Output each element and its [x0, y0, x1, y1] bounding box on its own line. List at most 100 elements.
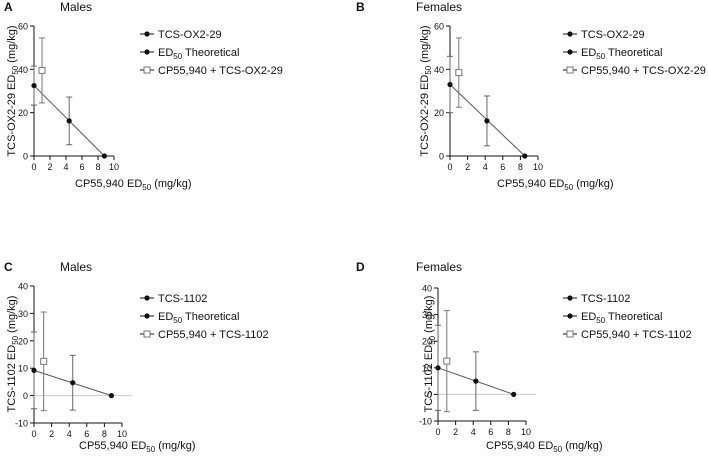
legend-entry-2: CP55,940 + TCS-OX2-29 — [581, 65, 706, 77]
label-subscript: 50 — [146, 445, 155, 454]
legend-label: ED — [581, 47, 596, 59]
label-tail: (mg/kg) — [6, 25, 18, 65]
panel-letter: C — [4, 260, 13, 274]
legend-subscript: 50 — [596, 52, 605, 61]
y-tick-label: 40 — [18, 65, 28, 75]
x-tick-label: 4 — [63, 162, 68, 172]
legend-label: TCS-OX2-29 — [581, 29, 645, 41]
legend-square-marker — [143, 66, 151, 74]
legend-subscript: 50 — [173, 52, 182, 61]
y-tick-label: 20 — [18, 336, 28, 346]
x-tick-label: 0 — [31, 162, 36, 172]
data-point-2 — [101, 153, 107, 159]
label-subscript: 50 — [142, 183, 151, 192]
label-main: TCS-1102 ED — [423, 345, 435, 413]
y-axis-label: TCS-1102 ED50 (mg/kg) — [6, 296, 20, 413]
legend-label: CP55,940 + TCS-1102 — [158, 329, 269, 341]
data-point-1 — [473, 378, 479, 384]
x-axis-label: CP55,940 ED50 (mg/kg) — [79, 440, 196, 454]
legend-label: CP55,940 + TCS-OX2-29 — [158, 65, 283, 77]
x-tick-label: 2 — [47, 162, 52, 172]
label-tail: (mg/kg) — [6, 296, 18, 336]
label-tail: (mg/kg) — [562, 440, 602, 452]
x-tick-label: 8 — [102, 429, 107, 439]
x-tick-label: 10 — [533, 162, 543, 172]
data-point-1 — [66, 118, 72, 124]
x-tick-label: 2 — [49, 429, 54, 439]
label-subscript: 50 — [564, 183, 573, 192]
y-tick-label: 40 — [434, 65, 444, 75]
legend-label: TCS-1102 — [581, 293, 630, 305]
legend-label: TCS-OX2-29 — [158, 29, 222, 41]
y-tick-label: 0 — [23, 152, 28, 162]
x-axis-label: CP55,940 ED50 (mg/kg) — [486, 440, 603, 454]
legend-tail: Theoretical — [605, 311, 662, 323]
y-axis-label: TCS-OX2-29 ED50 (mg/kg) — [6, 25, 20, 156]
x-tick-label: 6 — [500, 162, 505, 172]
y-tick-label: 30 — [422, 310, 432, 320]
y-tick-label: 40 — [18, 282, 28, 292]
y-tick-label: 60 — [434, 22, 444, 32]
label-tail: (mg/kg) — [423, 296, 435, 336]
panel-title: Males — [60, 0, 92, 14]
y-tick-label: 10 — [18, 364, 28, 374]
legend-tail: Theoretical — [605, 47, 662, 59]
legend-square-marker — [143, 330, 151, 338]
legend-entry-2: CP55,940 + TCS-OX2-29 — [158, 65, 283, 77]
x-tick-label: 6 — [79, 162, 84, 172]
x-tick-label: 0 — [435, 427, 440, 437]
x-tick-label: 8 — [518, 162, 523, 172]
combination-point — [38, 66, 46, 74]
panel-title: Females — [416, 0, 462, 14]
x-tick-label: 2 — [465, 162, 470, 172]
legend-entry-0: TCS-1102 — [581, 293, 630, 305]
x-tick-label: 10 — [521, 427, 531, 437]
legend-label: ED — [158, 311, 173, 323]
legend-entry-1: ED50 Theoretical — [158, 311, 239, 325]
legend-entry-2: CP55,940 + TCS-1102 — [158, 329, 269, 341]
legend-label: CP55,940 + TCS-OX2-29 — [581, 65, 706, 77]
legend-label: ED — [158, 47, 173, 59]
x-tick-label: 6 — [84, 429, 89, 439]
label-main: CP55,940 ED — [497, 178, 564, 190]
combination-point — [40, 357, 48, 365]
legend-subscript: 50 — [596, 316, 605, 325]
combination-point — [455, 69, 463, 77]
legend-dot-marker — [144, 31, 150, 37]
legend-tail: Theoretical — [182, 47, 239, 59]
label-main: TCS-1102 ED — [6, 345, 18, 413]
data-point-0 — [31, 82, 37, 89]
legend-dot-marker — [144, 49, 150, 55]
panel-letter: B — [356, 0, 365, 14]
legend-entry-1: ED50 Theoretical — [581, 311, 662, 325]
x-tick-label: 2 — [453, 427, 458, 437]
label-subscript: 50 — [11, 65, 20, 74]
panel-title: Males — [60, 260, 92, 274]
x-tick-label: 4 — [471, 427, 476, 437]
y-tick-label: 0 — [439, 152, 444, 162]
y-tick-label: 60 — [18, 22, 28, 32]
label-tail: (mg/kg) — [151, 178, 191, 190]
x-tick-label: 4 — [483, 162, 488, 172]
data-point-2 — [522, 153, 528, 159]
data-point-2 — [108, 393, 115, 399]
x-tick-label: 8 — [506, 427, 511, 437]
label-main: CP55,940 ED — [79, 440, 146, 452]
x-axis-label: CP55,940 ED50 (mg/kg) — [75, 178, 192, 192]
legend-dot-marker — [567, 295, 573, 301]
legend-dot-marker — [567, 313, 573, 319]
x-tick-label: 0 — [447, 162, 452, 172]
data-point-2 — [511, 391, 517, 397]
label-subscript: 50 — [553, 445, 562, 454]
label-subscript: 50 — [424, 65, 433, 74]
x-axis-label: CP55,940 ED50 (mg/kg) — [497, 178, 614, 192]
legend-subscript: 50 — [173, 316, 182, 325]
x-tick-label: 8 — [95, 162, 100, 172]
y-tick-label: 0 — [427, 390, 432, 400]
x-tick-label: 10 — [109, 162, 119, 172]
x-tick-label: 10 — [117, 429, 127, 439]
